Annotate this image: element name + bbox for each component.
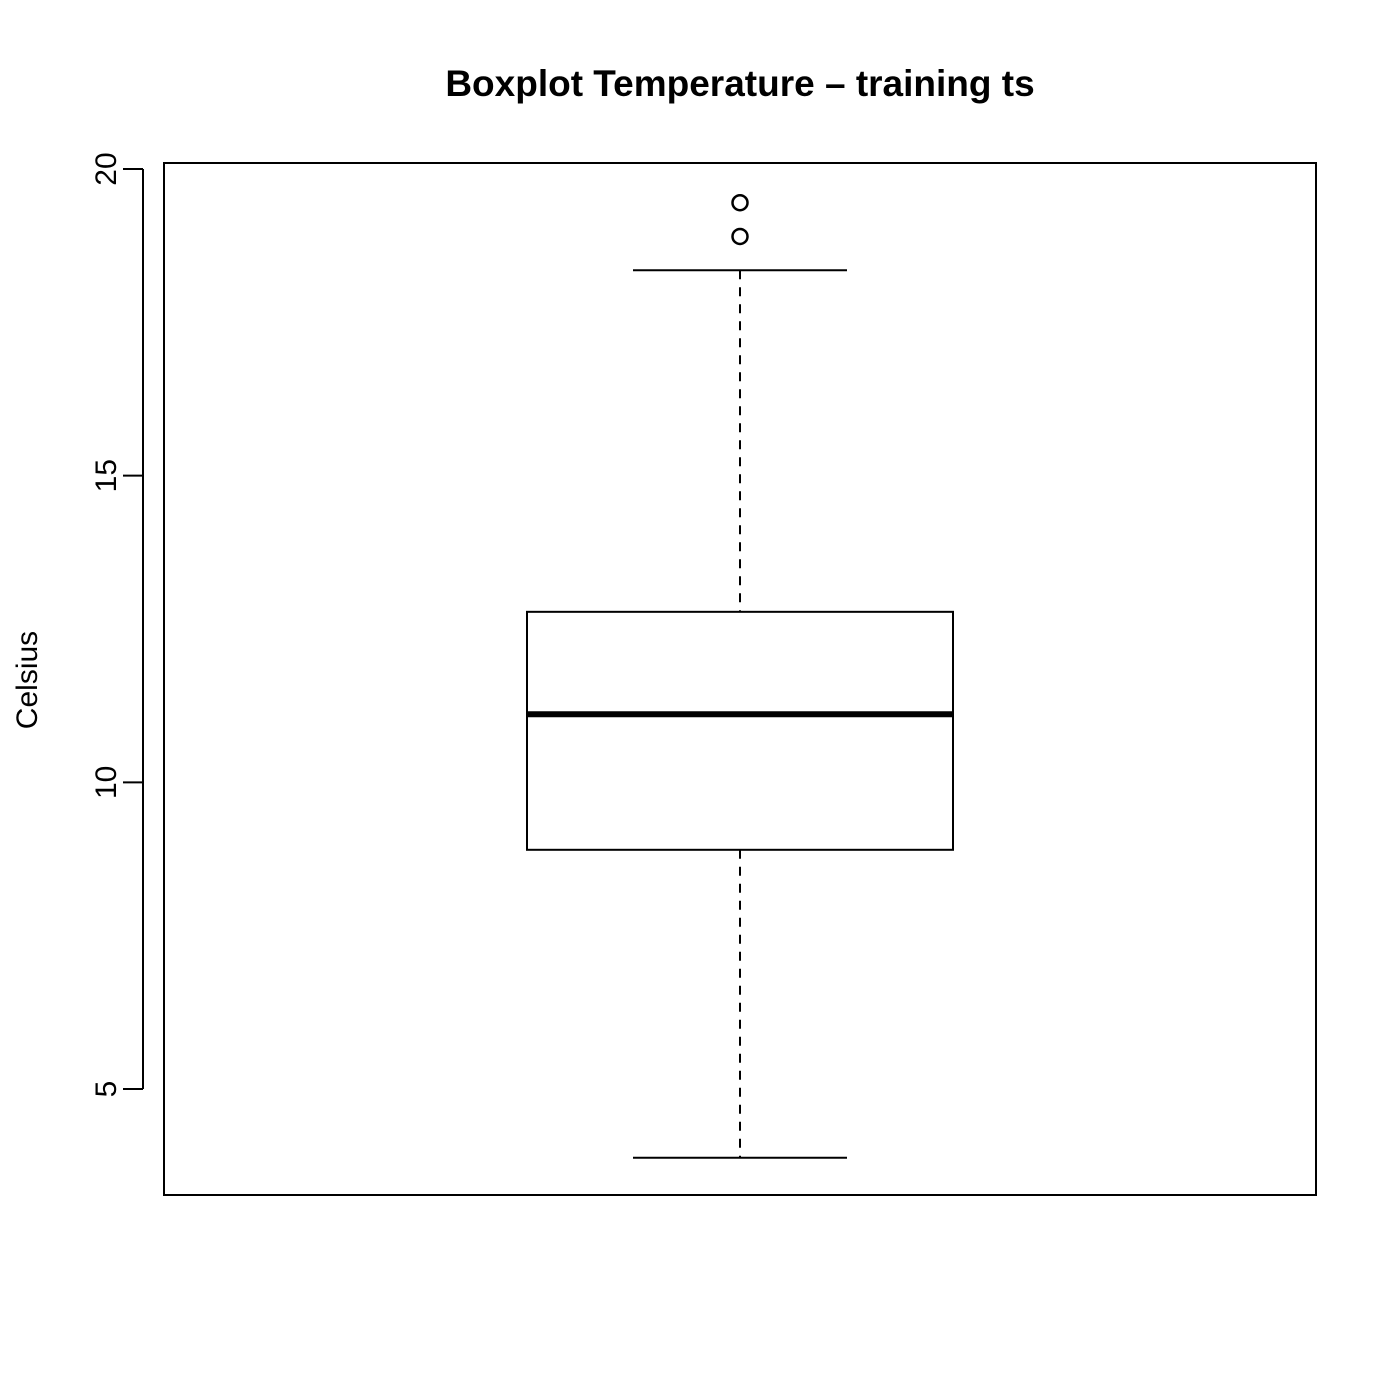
outlier-point bbox=[731, 227, 749, 246]
y-tick-label: 15 bbox=[90, 459, 123, 492]
y-axis-label: Celsius bbox=[11, 631, 44, 729]
plot-frame bbox=[163, 162, 1317, 1196]
outlier-point bbox=[731, 193, 749, 212]
chart-title: Boxplot Temperature – training ts bbox=[445, 63, 1034, 104]
iqr-box bbox=[526, 610, 954, 851]
y-axis-ticks: 5 10 15 20 bbox=[90, 152, 143, 1097]
y-tick-label: 10 bbox=[90, 766, 123, 799]
y-tick-label: 5 bbox=[90, 1081, 123, 1098]
boxplot-marks bbox=[526, 193, 954, 1159]
y-tick-label: 20 bbox=[90, 152, 123, 185]
